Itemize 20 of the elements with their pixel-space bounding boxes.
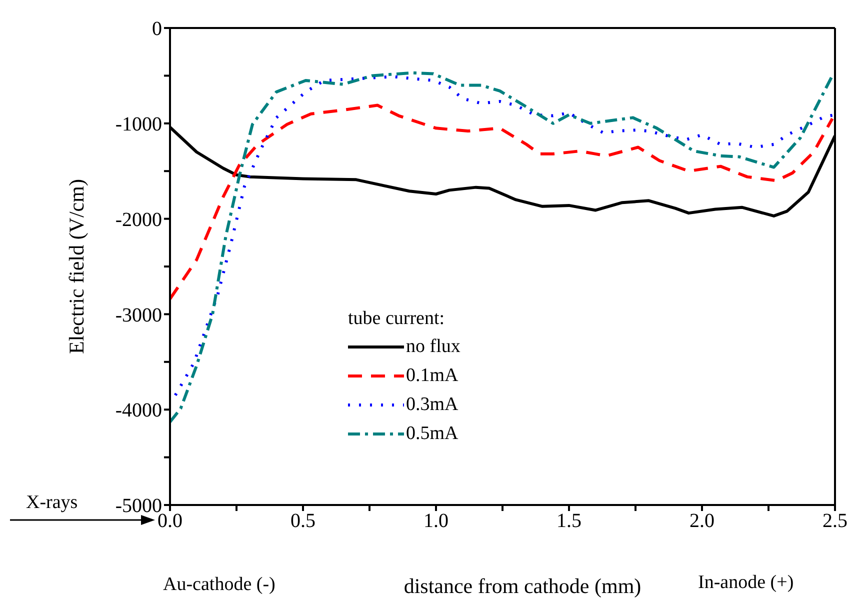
x-tick-label: 1.0 [424, 510, 448, 532]
text: In-anode (+) [698, 572, 794, 594]
y-tick-label: -3000 [115, 304, 162, 326]
text: X-rays [26, 492, 78, 514]
legend-label: no flux [406, 336, 460, 358]
x-tick-label: 0.5 [290, 510, 316, 532]
legend-label: 0.3mA [406, 394, 458, 416]
legend-label: 0.1mA [406, 364, 458, 386]
x-tick-label: 2.0 [690, 510, 714, 532]
y-tick-label: 0 [152, 18, 162, 40]
x-tick-label: 1.5 [556, 510, 582, 532]
text: Au-cathode (-) [163, 574, 276, 596]
y-tick-label: -4000 [115, 400, 162, 422]
y-tick-label: -1000 [115, 114, 162, 136]
y-tick-label: -2000 [115, 208, 162, 231]
legend-label: 0.5mA [406, 422, 458, 444]
x-tick-label: 2.5 [822, 510, 848, 532]
y-axis-title: Electric field (V/cm) [64, 179, 88, 354]
x-axis-title: distance from cathode (mm) [404, 574, 642, 598]
legend-title: tube current: [348, 308, 446, 330]
